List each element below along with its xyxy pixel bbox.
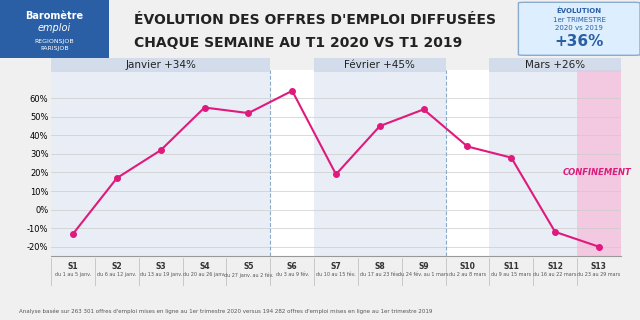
Text: Analyse basée sur 263 301 offres d'emploi mises en ligne au 1er trimestre 2020 v: Analyse basée sur 263 301 offres d'emplo… (19, 308, 433, 314)
Text: du 6 au 12 janv.: du 6 au 12 janv. (97, 272, 136, 277)
Text: S1: S1 (68, 262, 79, 271)
Text: 2020 vs 2019: 2020 vs 2019 (556, 25, 603, 31)
FancyBboxPatch shape (0, 0, 109, 58)
Text: 1er TRIMESTRE: 1er TRIMESTRE (553, 17, 605, 23)
Text: S12: S12 (547, 262, 563, 271)
Text: S13: S13 (591, 262, 607, 271)
Text: Janvier +34%: Janvier +34% (125, 60, 196, 70)
Text: du 17 au 23 fév.: du 17 au 23 fév. (360, 272, 399, 277)
Text: Baromètre: Baromètre (26, 11, 83, 21)
Bar (51, 58, 270, 72)
Text: S7: S7 (331, 262, 341, 271)
Bar (490, 58, 621, 72)
Text: S8: S8 (374, 262, 385, 271)
Text: S11: S11 (503, 262, 519, 271)
Text: S2: S2 (111, 262, 122, 271)
Text: du 13 au 19 janv.: du 13 au 19 janv. (140, 272, 182, 277)
Text: S6: S6 (287, 262, 298, 271)
Text: emploi: emploi (38, 23, 71, 33)
Bar (314, 70, 445, 256)
Text: PARISJOB: PARISJOB (40, 46, 68, 52)
Text: S5: S5 (243, 262, 253, 271)
Text: CONFINEMENT: CONFINEMENT (563, 168, 631, 177)
Text: ÉVOLUTION DES OFFRES D'EMPLOI DIFFUSÉES: ÉVOLUTION DES OFFRES D'EMPLOI DIFFUSÉES (134, 13, 497, 27)
Text: du 16 au 22 mars: du 16 au 22 mars (533, 272, 577, 277)
Text: S9: S9 (419, 262, 429, 271)
Text: du 27 janv. au 2 fév.: du 27 janv. au 2 fév. (223, 272, 273, 277)
Bar (577, 70, 621, 256)
Text: du 1 au 5 janv.: du 1 au 5 janv. (55, 272, 91, 277)
Text: du 2 au 8 mars: du 2 au 8 mars (449, 272, 486, 277)
Text: du 3 au 9 fév.: du 3 au 9 fév. (276, 272, 309, 277)
Text: du 24 fév. au 1 mars: du 24 fév. au 1 mars (398, 272, 449, 277)
Text: S4: S4 (199, 262, 210, 271)
Text: S10: S10 (460, 262, 476, 271)
Text: ÉVOLUTION: ÉVOLUTION (557, 7, 602, 14)
Text: S3: S3 (156, 262, 166, 271)
Text: du 23 au 29 mars: du 23 au 29 mars (577, 272, 621, 277)
Text: Février +45%: Février +45% (344, 60, 415, 70)
Text: Mars +26%: Mars +26% (525, 60, 585, 70)
Text: du 10 au 15 fév.: du 10 au 15 fév. (316, 272, 356, 277)
Bar (314, 58, 445, 72)
FancyBboxPatch shape (518, 2, 640, 55)
Text: CHAQUE SEMAINE AU T1 2020 VS T1 2019: CHAQUE SEMAINE AU T1 2020 VS T1 2019 (134, 36, 463, 50)
Text: REGIONSJOB: REGIONSJOB (35, 39, 74, 44)
Bar (51, 70, 270, 256)
Bar (490, 70, 621, 256)
Text: du 9 au 15 mars: du 9 au 15 mars (491, 272, 531, 277)
Text: du 20 au 26 janv.: du 20 au 26 janv. (184, 272, 226, 277)
Text: +36%: +36% (554, 34, 604, 49)
